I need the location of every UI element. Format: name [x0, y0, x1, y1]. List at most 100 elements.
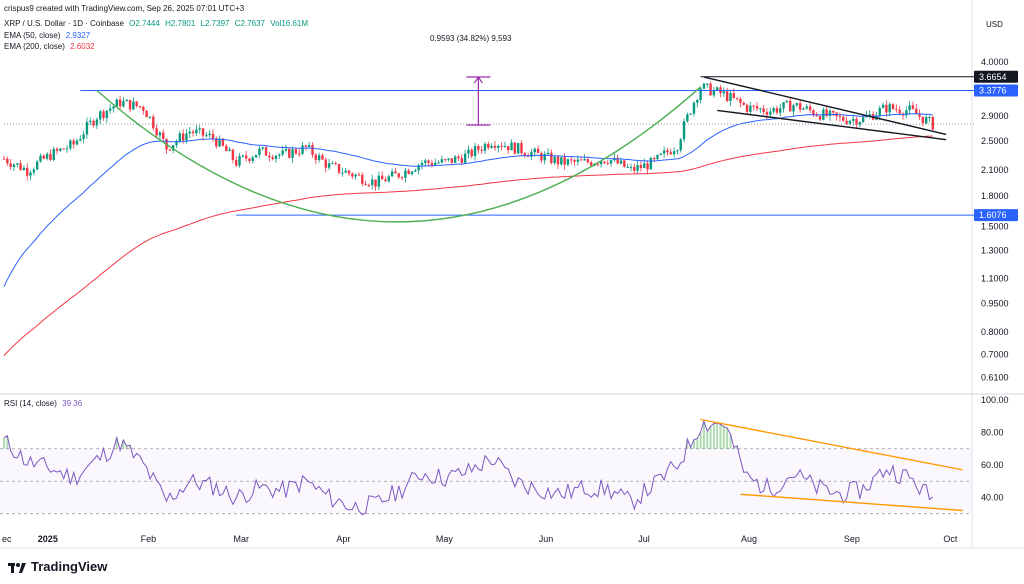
candle-body	[138, 106, 142, 108]
candle-body	[646, 163, 649, 170]
price-tag-bg	[974, 84, 1018, 97]
rsi-tick-label: 80.00	[981, 428, 1004, 438]
candle-body	[553, 156, 556, 164]
candle-body	[652, 157, 656, 160]
candles-group	[2, 81, 935, 191]
currency-label: USD	[986, 20, 1003, 29]
candle-body	[785, 100, 789, 103]
candle-body	[344, 170, 347, 173]
candle-body	[155, 128, 158, 136]
price-tag-bg	[974, 70, 1018, 83]
candle-body	[815, 115, 818, 117]
candle-body	[377, 175, 381, 187]
candle-body	[596, 163, 599, 165]
candle-body	[354, 174, 357, 177]
candle-body	[580, 159, 583, 161]
candle-body	[274, 155, 278, 160]
candle-body	[317, 155, 321, 160]
rsi-legend[interactable]: RSI (14, close) 39.36	[4, 399, 85, 408]
candle-body	[477, 146, 480, 150]
candle-body	[782, 102, 785, 109]
candle-body	[516, 143, 520, 154]
candle-body	[669, 152, 672, 155]
candle-body	[772, 108, 775, 112]
candle-body	[9, 163, 12, 167]
candle-body	[918, 114, 921, 117]
candle-body	[168, 149, 172, 151]
rsi-tick-label: 40.00	[981, 493, 1004, 503]
candle-body	[92, 120, 95, 126]
candle-body	[878, 108, 881, 116]
rsi-trendline-lower	[740, 493, 963, 512]
candle-body	[102, 111, 105, 118]
candle-body	[633, 166, 636, 171]
candle-body	[672, 151, 676, 155]
time-tick-label: Mar	[234, 534, 250, 544]
candle-body	[171, 145, 175, 151]
candle-body	[490, 145, 493, 148]
candle-body	[742, 102, 745, 105]
candle-body	[195, 129, 198, 134]
candle-body	[752, 105, 755, 107]
candle-body	[201, 128, 205, 136]
candle-body	[473, 146, 477, 157]
candle-body	[729, 93, 732, 102]
symbol-label[interactable]: XRP / U.S. Dollar · 1D · Coinbase	[4, 19, 124, 28]
candle-body	[802, 108, 805, 110]
candle-body	[132, 101, 135, 110]
candle-body	[410, 171, 414, 174]
candle-body	[709, 83, 712, 96]
candle-body	[563, 157, 566, 165]
candle-body	[566, 159, 570, 165]
candle-body	[749, 105, 752, 112]
candle-body	[268, 155, 271, 158]
candle-body	[307, 145, 311, 147]
candle-body	[619, 160, 623, 164]
candle-body	[507, 146, 510, 151]
candle-body	[52, 148, 55, 160]
candle-body	[188, 131, 191, 134]
ema200-row[interactable]: EMA (200, close) 2.6032	[4, 42, 98, 51]
candle-body	[852, 118, 855, 121]
price-tick-label: 2.1000	[981, 165, 1009, 175]
candle-body	[205, 135, 208, 137]
candle-body	[616, 157, 619, 164]
time-tick-label: Jun	[539, 534, 554, 544]
candle-body	[759, 108, 762, 110]
ema50-row[interactable]: EMA (50, close) 2.9327	[4, 31, 93, 40]
candle-body	[258, 148, 261, 155]
time-tick-label: 2025	[38, 534, 58, 544]
candle-body	[397, 173, 400, 178]
candle-body	[42, 155, 46, 159]
candle-body	[725, 91, 729, 102]
price-tag-label: 1.6076	[979, 210, 1007, 220]
price-tag-label: 3.6654	[979, 72, 1007, 82]
high-value: H2.7801	[165, 19, 196, 28]
candle-body	[480, 149, 483, 151]
candle-body	[589, 162, 593, 166]
candle-body	[586, 159, 590, 163]
wedge-lower	[717, 109, 947, 141]
candle-body	[818, 116, 822, 120]
candle-body	[888, 104, 891, 113]
candle-body	[321, 155, 324, 160]
candle-body	[845, 120, 848, 124]
price-tick-label: 1.3000	[981, 246, 1009, 256]
candle-body	[298, 153, 301, 155]
tradingview-logo[interactable]: TradingView	[8, 559, 107, 574]
candle-body	[556, 156, 560, 165]
candle-body	[99, 111, 102, 120]
candle-body	[662, 150, 666, 154]
price-tick-label: 0.6100	[981, 373, 1009, 383]
candle-body	[858, 121, 862, 125]
time-tick-label: Apr	[336, 534, 350, 544]
candle-body	[513, 142, 517, 154]
candle-body	[361, 174, 364, 184]
candle-body	[434, 162, 437, 166]
candle-body	[560, 157, 563, 165]
time-tick-label: Sep	[844, 534, 860, 544]
candle-body	[928, 116, 931, 118]
candle-body	[208, 133, 211, 136]
candle-body	[430, 162, 434, 166]
